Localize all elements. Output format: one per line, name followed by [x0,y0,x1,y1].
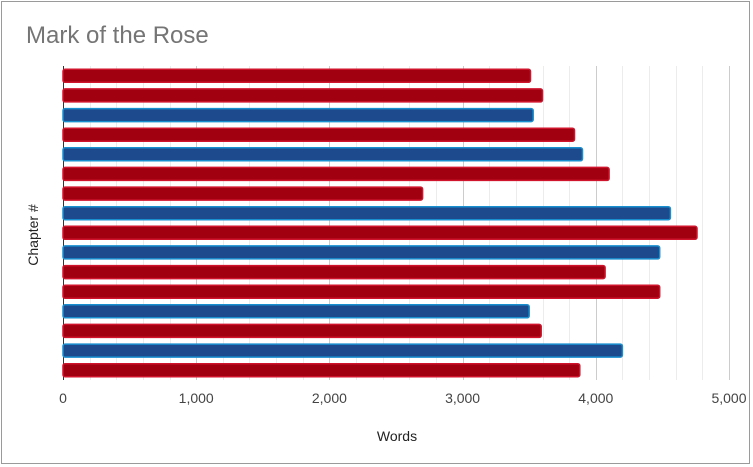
bars-layer [62,68,698,378]
bar-chapter-14[interactable] [62,323,542,339]
bar-chapter-10[interactable] [62,245,661,260]
bar-chapter-6[interactable] [62,166,610,182]
bar-chapter-12[interactable] [62,284,661,299]
bar-chapter-16[interactable] [62,362,581,378]
bar-chapter-11[interactable] [62,264,606,280]
bar-chapter-3[interactable] [62,107,534,123]
bar-chapter-9[interactable] [62,225,698,241]
x-tick-label: 1,000 [179,390,214,406]
x-tick-label: 4,000 [578,390,613,406]
bar-chapter-15[interactable] [62,343,624,358]
y-axis-title: Chapter # [25,204,41,266]
x-tick-label: 2,000 [312,390,347,406]
chart-title: Mark of the Rose [26,22,209,49]
bar-chapter-8[interactable] [62,205,672,221]
bar-chapter-7[interactable] [62,186,424,201]
bar-chapter-5[interactable] [62,147,584,162]
bar-chapter-1[interactable] [62,68,532,84]
bar-chapter-4[interactable] [62,127,576,142]
x-axis-title: Words [377,428,417,444]
bar-chapter-2[interactable] [62,88,544,103]
x-tick-label: 0 [59,390,67,406]
x-tick-label: 5,000 [711,390,746,406]
x-tick-labels: 0 1,000 2,000 3,000 4,000 5,000 [59,390,747,406]
x-tick-label: 3,000 [445,390,480,406]
bar-chapter-13[interactable] [62,304,530,319]
